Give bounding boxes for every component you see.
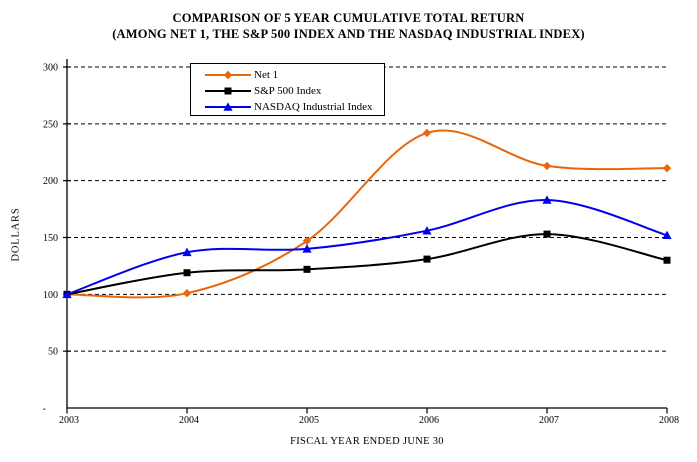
data-point-nasdaq-industrial-index-2003 <box>62 289 72 299</box>
series-net-1 <box>62 128 672 299</box>
data-point-net-1-2005 <box>302 236 312 246</box>
series-line-net-1 <box>66 129 668 299</box>
x-tick-label-2004: 2004 <box>179 415 199 426</box>
x-tick-label-2005: 2005 <box>299 415 319 426</box>
triangle-marker-icon <box>223 102 233 111</box>
x-tick-label-2007: 2007 <box>539 415 559 426</box>
chart-title-line2: (AMONG NET 1, THE S&P 500 INDEX AND THE … <box>112 27 585 41</box>
data-point-nasdaq-industrial-index-2005 <box>302 244 312 253</box>
data-point-net-1-2004 <box>182 288 192 298</box>
data-point-nasdaq-industrial-index-2006 <box>422 226 432 235</box>
legend-label-sp500: S&P 500 Index <box>254 85 322 97</box>
legend-label-nasdaq: NASDAQ Industrial Index <box>254 101 373 113</box>
x-tick-label-2006: 2006 <box>419 415 439 426</box>
legend: Net 1 S&P 500 Index NASDAQ Industrial In… <box>190 63 385 116</box>
y-tick-label-150: 150 <box>43 233 58 244</box>
data-point-nasdaq-industrial-index-2008 <box>662 230 672 240</box>
legend-item-nasdaq: NASDAQ Industrial Index <box>204 99 384 115</box>
data-point-net-1-2008 <box>662 163 672 173</box>
data-point-nasdaq-industrial-index-2004 <box>182 247 192 257</box>
data-point-net-1-2006 <box>422 128 432 138</box>
y-tick-label-100: 100 <box>43 290 58 301</box>
chart-title: COMPARISON OF 5 YEAR CUMULATIVE TOTAL RE… <box>0 10 697 42</box>
chart-title-line1: COMPARISON OF 5 YEAR CUMULATIVE TOTAL RE… <box>172 11 525 25</box>
data-point-net-1-2007 <box>542 161 552 171</box>
y-tick-label-0: - <box>43 404 46 415</box>
data-point-s-p-500-index-2004 <box>183 269 191 277</box>
x-tick-label-2003: 2003 <box>59 415 79 426</box>
y-tick-label-50: 50 <box>48 347 58 358</box>
legend-line-sample-sp500-square-icon <box>205 87 251 95</box>
x-axis-title: FISCAL YEAR ENDED JUNE 30 <box>290 436 444 447</box>
y-tick-label-300: 300 <box>43 63 58 74</box>
legend-line-sample-net1-diamond-icon <box>205 70 251 80</box>
square-marker-icon <box>224 87 232 95</box>
series-nasdaq-industrial-index <box>62 195 672 299</box>
legend-item-sp500: S&P 500 Index <box>204 83 384 99</box>
data-point-s-p-500-index-2006 <box>423 255 431 263</box>
data-point-s-p-500-index-2008 <box>663 256 671 264</box>
data-point-s-p-500-index-2007 <box>543 230 551 238</box>
legend-item-net1: Net 1 <box>204 67 384 83</box>
series-line-s-p-500-index <box>66 233 668 296</box>
y-tick-label-200: 200 <box>43 176 58 187</box>
data-point-nasdaq-industrial-index-2007 <box>542 195 552 204</box>
y-tick-label-250: 250 <box>43 119 58 130</box>
series-line-nasdaq-industrial-index <box>66 198 668 296</box>
legend-line-sample-nasdaq-triangle-icon <box>205 102 251 111</box>
x-tick-label-2008: 2008 <box>659 415 679 426</box>
legend-label-net1: Net 1 <box>254 69 279 81</box>
data-point-s-p-500-index-2005 <box>303 265 311 273</box>
diamond-marker-icon <box>223 70 233 80</box>
